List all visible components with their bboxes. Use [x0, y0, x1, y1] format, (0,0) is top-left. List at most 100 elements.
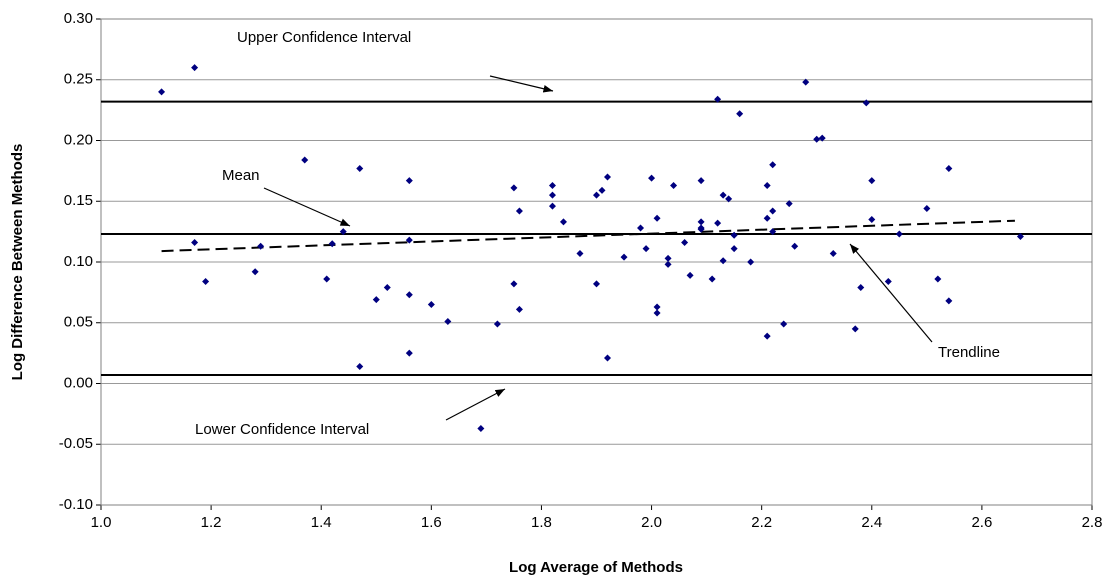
y-tick-label: -0.05 [59, 435, 93, 452]
point [763, 332, 771, 340]
point [604, 354, 612, 362]
point [747, 258, 755, 266]
point [257, 242, 265, 250]
x-tick-label: 2.6 [971, 514, 992, 531]
plot-area: -0.10 -0.05 0.00 0.05 0.10 0.15 0.20 0.25 0.30 1.… [59, 10, 1103, 531]
annotation: Lower Confidence Interval [195, 421, 369, 438]
point [593, 280, 600, 288]
point [405, 349, 413, 357]
point [191, 64, 199, 72]
point [923, 205, 931, 213]
point [191, 239, 199, 247]
point [251, 268, 259, 276]
point [945, 164, 953, 172]
point [895, 230, 903, 238]
point [405, 291, 413, 299]
arrow [489, 75, 554, 93]
point [477, 424, 485, 432]
point [637, 224, 645, 232]
point [725, 195, 733, 203]
point [604, 173, 612, 181]
point [356, 164, 364, 172]
point [548, 191, 556, 199]
y-tick-label: 0.20 [64, 131, 93, 148]
point [593, 191, 600, 199]
point [372, 296, 380, 304]
point [515, 305, 523, 313]
point [829, 249, 837, 257]
point [763, 181, 771, 189]
y-tick-label: 0.10 [64, 253, 93, 270]
point [719, 257, 727, 265]
point [559, 218, 567, 226]
point [515, 207, 523, 215]
point [813, 135, 821, 143]
point [301, 156, 309, 164]
x-tick-label: 1.8 [531, 514, 552, 531]
annotation: Upper Confidence Interval [237, 29, 411, 46]
y-tick-label: 0.15 [64, 192, 93, 209]
y-tick-label: -0.10 [59, 496, 93, 513]
point [664, 254, 672, 262]
point [769, 207, 777, 215]
point [857, 284, 865, 292]
point [653, 214, 661, 222]
point [356, 362, 364, 370]
point [780, 320, 788, 328]
arrow [445, 388, 506, 421]
point [653, 303, 661, 311]
point [339, 228, 347, 236]
point [598, 186, 606, 194]
point [686, 271, 694, 279]
point [383, 284, 391, 292]
point [620, 253, 628, 261]
x-axis-title: Log Average of Methods [509, 559, 683, 576]
point [719, 191, 727, 199]
arrow [849, 243, 933, 343]
point [328, 240, 336, 248]
point [1016, 232, 1024, 240]
arrow [263, 187, 351, 227]
y-tick-label: 0.25 [64, 71, 93, 88]
point [670, 181, 678, 189]
x-tick-label: 2.0 [641, 514, 662, 531]
point [802, 78, 810, 86]
point [576, 249, 584, 257]
point [945, 297, 953, 305]
point [730, 245, 738, 253]
point [714, 95, 722, 103]
y-tick-label: 0.30 [64, 10, 93, 27]
annotation: Trendline [938, 344, 1000, 361]
point [868, 177, 876, 185]
point [730, 231, 738, 239]
point [158, 88, 166, 96]
point [548, 202, 556, 210]
point [769, 161, 777, 169]
y-tick-label: 0.05 [64, 314, 93, 331]
point [714, 219, 722, 227]
x-tick-label: 2.2 [751, 514, 772, 531]
point [648, 174, 656, 182]
point [642, 245, 650, 253]
x-tick-label: 1.2 [201, 514, 222, 531]
x-tick-label: 2.4 [861, 514, 882, 531]
point [202, 277, 210, 285]
trendline [161, 219, 1015, 253]
x-tick-label: 1.4 [311, 514, 332, 531]
point [884, 277, 892, 285]
point [405, 236, 413, 244]
point [736, 110, 744, 118]
point [851, 325, 859, 333]
x-tick-label: 1.0 [91, 514, 112, 531]
annotation: Mean [222, 167, 260, 184]
point [653, 309, 661, 317]
point [791, 242, 799, 250]
point [785, 200, 793, 208]
point [818, 134, 826, 142]
annotation-arrows [263, 75, 933, 421]
point [681, 239, 689, 247]
y-tick-label: 0.00 [64, 374, 93, 391]
point [868, 215, 876, 223]
point [664, 260, 672, 268]
